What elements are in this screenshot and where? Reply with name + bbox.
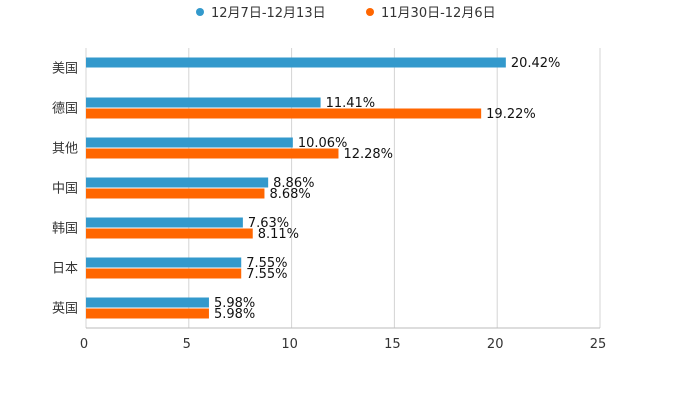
bar-series0-0 bbox=[86, 57, 506, 68]
data-label-series1-2: 12.28% bbox=[343, 147, 393, 162]
bar-series1-3 bbox=[86, 188, 265, 199]
data-labels: 20.42% 11.41% 19.22% 10.06%12.28% 8.86%8.68%… bbox=[214, 56, 560, 322]
x-tick-label-5: 5 bbox=[183, 337, 191, 352]
data-label-series0-6: 5.98% bbox=[214, 296, 255, 311]
legend-label-1: 11月30日-12月6日 bbox=[381, 6, 496, 21]
data-label-series0-1: 11.41% bbox=[326, 96, 376, 111]
bar-series0-1 bbox=[86, 97, 321, 108]
bar-series1-6 bbox=[86, 308, 209, 319]
bar-series1-4 bbox=[86, 228, 253, 239]
data-label-series1-4: 8.11% bbox=[258, 227, 299, 242]
bar-series1-2 bbox=[86, 148, 339, 159]
category-label-6: 英国 bbox=[52, 302, 78, 317]
bar-series0-2 bbox=[86, 137, 293, 148]
category-label-2: 其他 bbox=[52, 142, 78, 157]
legend: 12月7日-12月13日 11月30日-12月6日 bbox=[196, 6, 496, 21]
data-label-series1-3: 8.68% bbox=[269, 187, 310, 202]
legend-marker-0 bbox=[196, 8, 204, 16]
gridlines bbox=[85, 48, 601, 328]
x-tick-label-0: 0 bbox=[80, 337, 88, 352]
x-axis: 0 5 10 15 20 25 bbox=[80, 327, 607, 352]
bar-series0-3 bbox=[86, 177, 269, 188]
legend-label-0: 12月7日-12月13日 bbox=[211, 6, 326, 21]
legend-marker-1 bbox=[366, 8, 374, 16]
bar-series0-5 bbox=[86, 257, 242, 268]
x-tick-label-25: 25 bbox=[590, 337, 607, 352]
category-label-3: 中国 bbox=[52, 182, 78, 197]
data-label-series0-3: 8.86% bbox=[273, 176, 314, 191]
data-label-series0-4: 7.63% bbox=[248, 216, 289, 231]
bars bbox=[86, 57, 506, 319]
x-tick-label-15: 15 bbox=[384, 337, 401, 352]
category-label-1: 德国 bbox=[52, 102, 78, 117]
data-label-series0-5: 7.55% bbox=[246, 256, 287, 271]
category-label-5: 日本 bbox=[52, 262, 78, 277]
bar-series1-1 bbox=[86, 108, 482, 119]
x-tick-label-10: 10 bbox=[281, 337, 298, 352]
bar-series1-5 bbox=[86, 268, 242, 279]
category-label-4: 韩国 bbox=[52, 222, 78, 237]
bar-series0-6 bbox=[86, 297, 209, 308]
data-label-series0-2: 10.06% bbox=[298, 136, 348, 151]
bar-series0-4 bbox=[86, 217, 243, 228]
data-label-series0-0: 20.42% bbox=[511, 56, 561, 71]
data-label-series1-6: 5.98% bbox=[214, 307, 255, 322]
x-tick-label-20: 20 bbox=[487, 337, 504, 352]
data-label-series1-5: 7.55% bbox=[246, 267, 287, 282]
category-label-0: 美国 bbox=[52, 62, 78, 77]
data-label-series1-1: 19.22% bbox=[486, 107, 536, 122]
